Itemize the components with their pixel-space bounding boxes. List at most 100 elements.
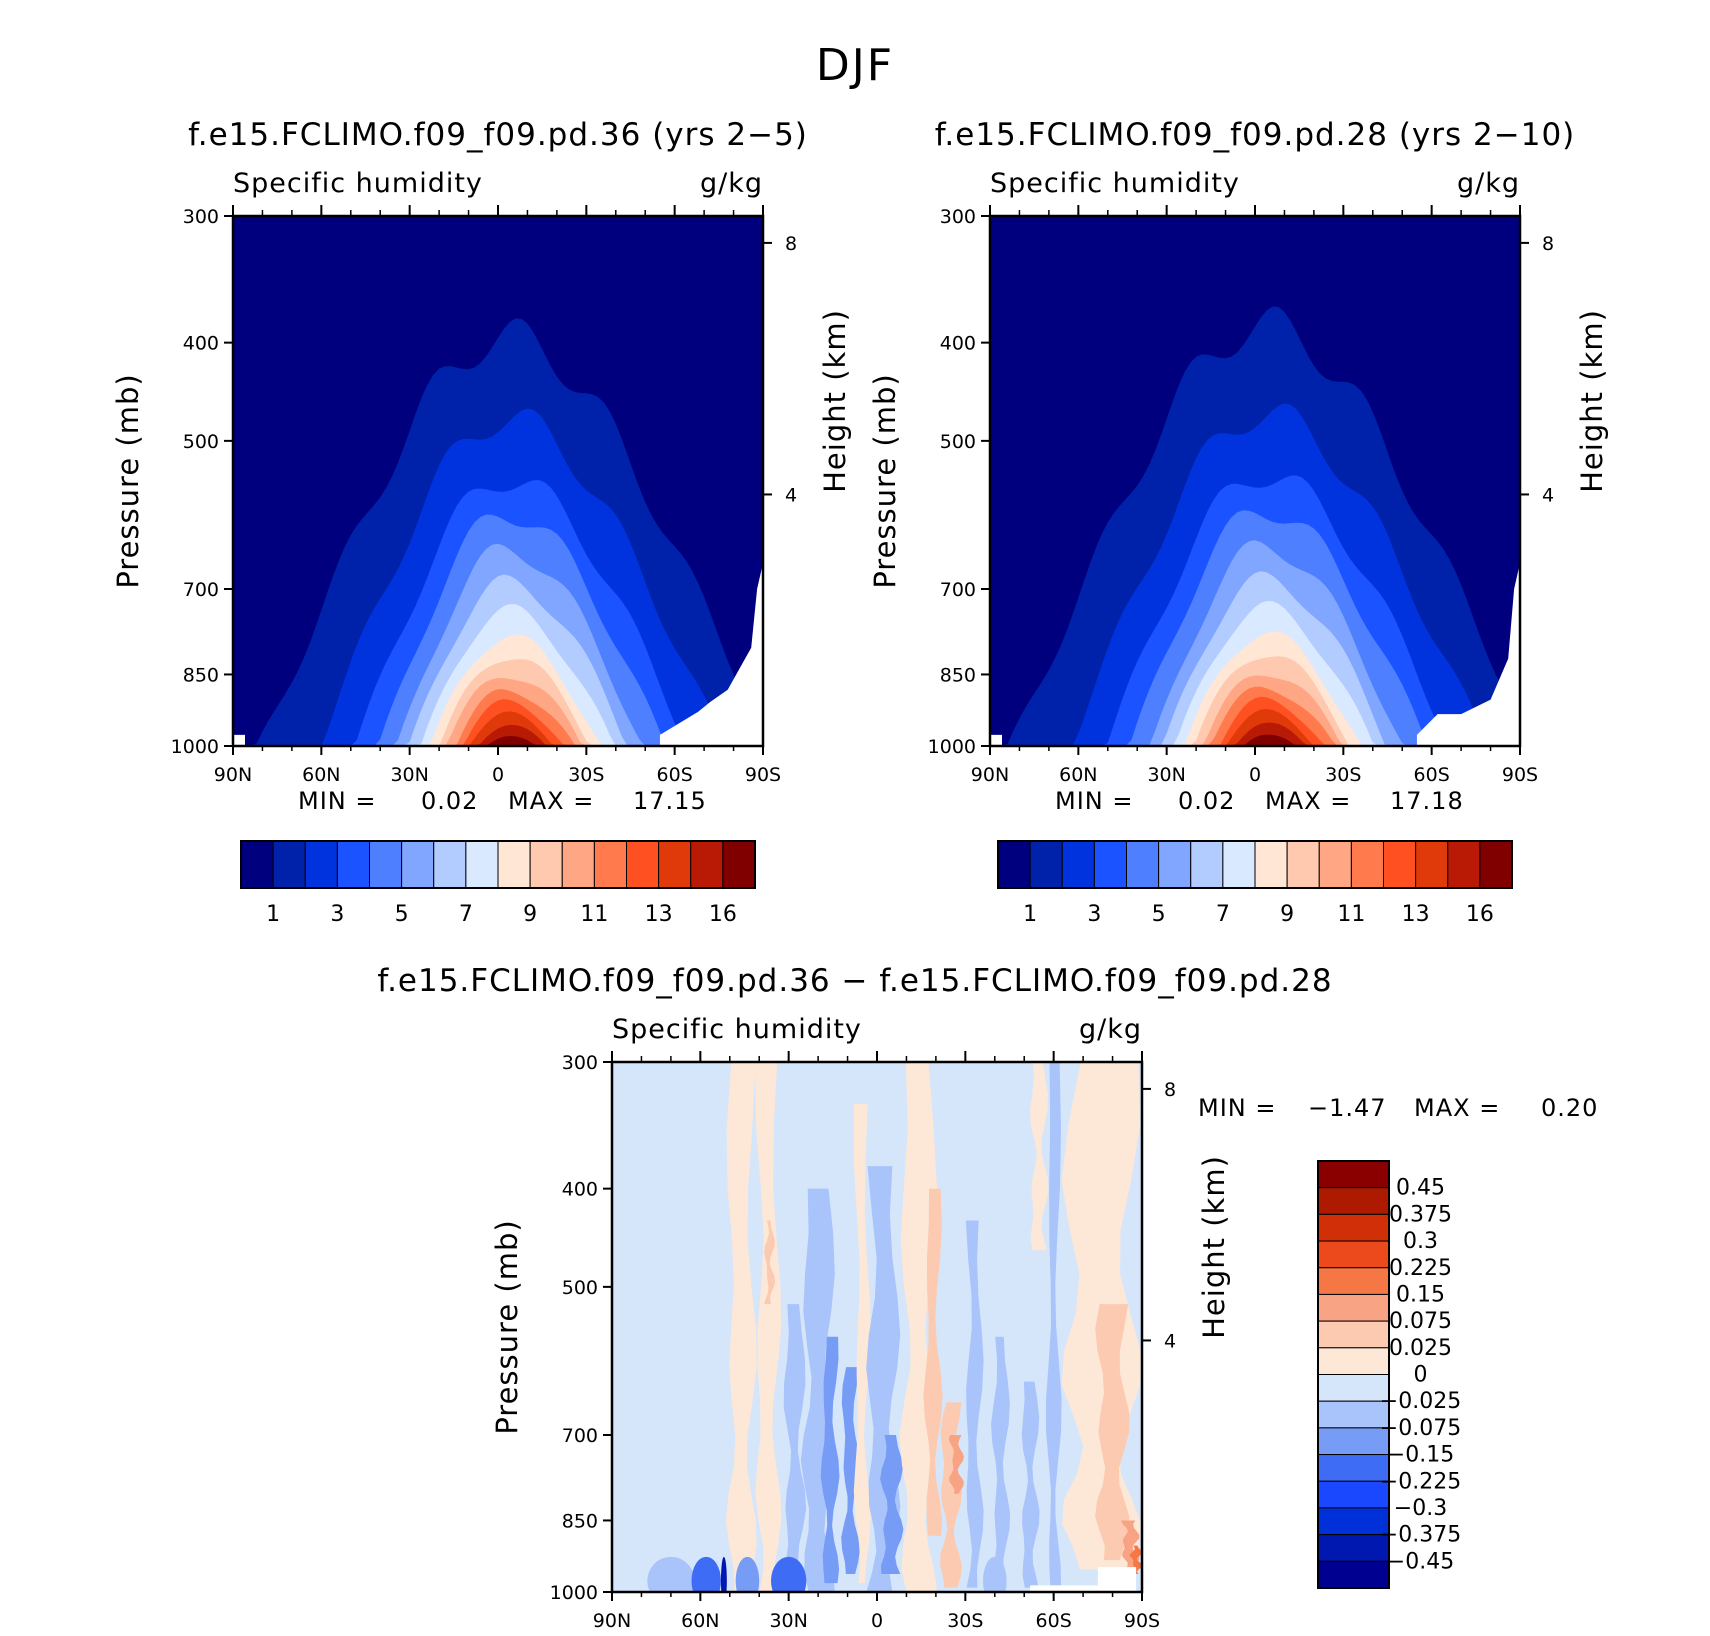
x-tick-label: 90S <box>745 764 781 786</box>
colorbar-box <box>336 840 370 889</box>
y-tick-label: 400 <box>183 333 219 355</box>
min-value: 0.02 <box>1178 787 1235 815</box>
colorbar-box <box>1317 1560 1390 1589</box>
right-tick-label: 4 <box>1164 1330 1176 1352</box>
colorbar-label: 16 <box>709 902 737 927</box>
colorbar-box <box>1029 840 1063 889</box>
contour-blob <box>771 1556 807 1592</box>
colorbar-box <box>1318 840 1352 889</box>
contour-band <box>755 1062 782 1592</box>
colorbar-box <box>1061 840 1095 889</box>
contour-band <box>763 1220 776 1305</box>
colorbar-box <box>497 840 531 889</box>
contour-band <box>725 1062 757 1592</box>
y-axis-title: Pressure (mb) <box>490 1219 524 1434</box>
contour-band <box>923 1188 943 1536</box>
colorbar-label: −0.3 <box>1394 1496 1447 1521</box>
max-value: 17.18 <box>1390 787 1464 815</box>
panel-difference: 300 400 500 700 850 1000 90N 60N 30N 0 30S 60S 90S 8 4… <box>377 963 1597 1632</box>
y-axis-title: Pressure (mb) <box>111 373 145 588</box>
y-tick-label: 400 <box>940 333 976 355</box>
colorbar-label: −0.225 <box>1380 1469 1461 1494</box>
colorbar-box <box>1447 840 1481 889</box>
panel-control-climatology: 300 400 500 700 850 1000 90N 60N 30N 0 30S 60S 90S 8 4… <box>111 117 852 927</box>
colorbar-box <box>304 840 338 889</box>
contour-field <box>990 216 1520 746</box>
colorbar-frame <box>240 840 756 889</box>
colorbar-box <box>1317 1240 1390 1269</box>
x-tick-label: 90N <box>214 764 252 786</box>
units-label: g/kg <box>1079 1014 1142 1045</box>
contour-field <box>233 216 763 746</box>
variable-label: Specific humidity <box>233 168 483 199</box>
right-tick-label: 8 <box>1542 233 1554 255</box>
contour-band <box>1030 1062 1049 1251</box>
right-tick-label: 4 <box>1542 484 1554 506</box>
y-tick-label: 850 <box>940 664 976 686</box>
contour-band <box>899 1062 938 1592</box>
right-axis-title: Height (km) <box>1575 309 1609 493</box>
contour-band <box>1046 1062 1062 1588</box>
colorbar-label: 0.375 <box>1389 1202 1452 1227</box>
colorbar-box <box>272 840 306 889</box>
colorbar-box <box>1317 1507 1390 1536</box>
contour-level-15 <box>990 722 1520 746</box>
x-tick-label: 30S <box>1325 764 1361 786</box>
y-tick-label: 400 <box>562 1179 598 1201</box>
colorbar-box <box>1317 1427 1390 1456</box>
colorbar-label: −0.45 <box>1387 1549 1454 1574</box>
x-tick-label: 0 <box>492 764 504 786</box>
colorbar-box <box>1254 840 1288 889</box>
min-value: 0.02 <box>421 787 478 815</box>
min-label: MIN = <box>1198 1094 1276 1122</box>
colorbar-label: 0.45 <box>1396 1176 1445 1201</box>
y-axis-title: Pressure (mb) <box>868 373 902 588</box>
colorbar-label: 9 <box>523 902 537 927</box>
y-tick-label: 1000 <box>928 736 976 758</box>
colorbar-label: 0.15 <box>1396 1282 1445 1307</box>
colorbar-label: 3 <box>330 902 344 927</box>
colorbar-label: 5 <box>395 902 409 927</box>
colorbar-box <box>1317 1374 1390 1402</box>
colorbar-box <box>1286 840 1320 889</box>
y-tick-label: 300 <box>562 1052 598 1074</box>
y-tick-label: 500 <box>940 431 976 453</box>
right-axis-title: Height (km) <box>1197 1155 1231 1339</box>
units-label: g/kg <box>1457 168 1520 199</box>
colorbar-label: 13 <box>1402 902 1430 927</box>
right-axis-title: Height (km) <box>818 309 852 493</box>
colorbar-frame <box>1317 1160 1390 1589</box>
colorbar-box <box>433 840 467 889</box>
contour-level-16 <box>990 734 1520 746</box>
colorbar-box <box>626 840 660 889</box>
contour-blob <box>735 1556 760 1592</box>
contour-band <box>948 1435 965 1494</box>
colorbar-label: 0 <box>1414 1363 1428 1388</box>
colorbar-label: 3 <box>1087 902 1101 927</box>
colorbar-box <box>529 840 563 889</box>
x-tick-label: 90S <box>1124 1610 1160 1632</box>
contour-band <box>880 1435 904 1574</box>
y-tick-label: 700 <box>940 579 976 601</box>
colorbar-box <box>1126 840 1160 889</box>
colorbar-label: 1 <box>266 902 280 927</box>
colorbar-box <box>1093 840 1127 889</box>
y-tick-label: 1000 <box>171 736 219 758</box>
colorbar-label: 16 <box>1466 902 1494 927</box>
contour-band <box>853 1104 871 1584</box>
panel-title: f.e15.FCLIMO.f09_f09.pd.28 (yrs 2−10) <box>935 117 1576 153</box>
colorbar-box <box>561 840 595 889</box>
variable-label: Specific humidity <box>612 1014 862 1045</box>
colorbar-box <box>997 840 1031 889</box>
units-label: g/kg <box>700 168 763 199</box>
colorbar-box <box>593 840 627 889</box>
colorbar-box <box>1317 1534 1390 1562</box>
colorbar-label: 0.075 <box>1389 1309 1452 1334</box>
colorbar-label: 13 <box>645 902 673 927</box>
colorbar-box <box>1158 840 1192 889</box>
colorbar-box <box>1317 1400 1390 1429</box>
x-tick-label: 60N <box>1059 764 1097 786</box>
colorbar-box <box>240 840 274 889</box>
colorbar-label: 7 <box>1216 902 1230 927</box>
contour-blob <box>691 1556 721 1592</box>
